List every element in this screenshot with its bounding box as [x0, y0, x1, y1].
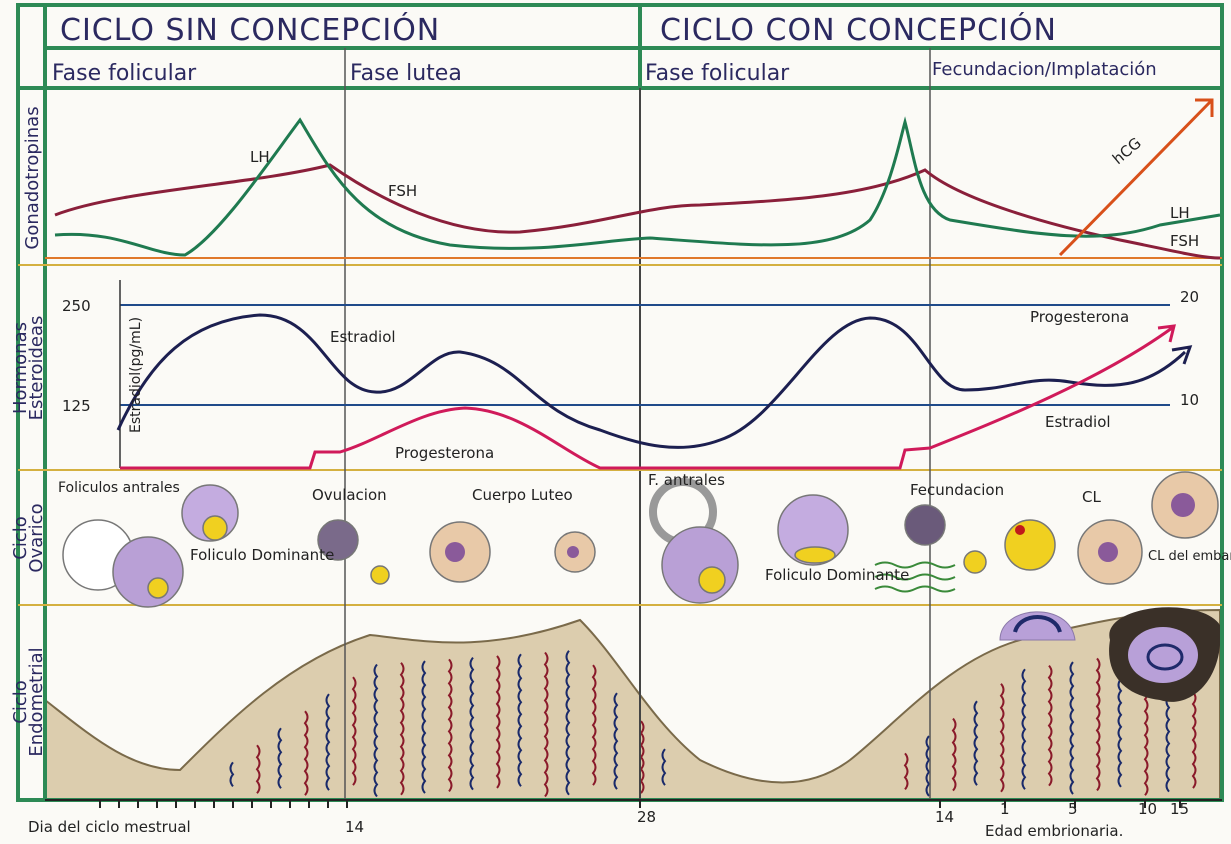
axis-title: Edad embrionaria.: [985, 822, 1123, 840]
row-label: Ovarico: [26, 503, 47, 572]
tick-label: 10: [1138, 800, 1157, 818]
oocyte: [699, 567, 725, 593]
row-label: Endometrial: [26, 647, 47, 756]
tick-label: 10: [1180, 391, 1199, 409]
oocyte: [148, 578, 168, 598]
tick-label: 28: [637, 808, 656, 826]
cell-label: Cuerpo Luteo: [472, 486, 573, 504]
oocyte: [371, 566, 389, 584]
curve-label: Progesterona: [1030, 308, 1129, 326]
oocyte: [964, 551, 986, 573]
phase: Fecundacion/Implatación: [932, 59, 1157, 80]
cell-label: CL del embarazo: [1148, 549, 1231, 564]
oocyte: [203, 516, 227, 540]
header: CICLO SIN CONCEPCIÓN: [60, 11, 440, 48]
tick-label: 125: [62, 397, 91, 415]
corpus-luteum-core: [1098, 542, 1118, 562]
curve-label: FSH: [388, 182, 417, 200]
tick-label: 15: [1170, 800, 1189, 818]
phase: Fase folicular: [52, 61, 197, 86]
zygote-dot: [1015, 525, 1025, 535]
corpus-luteum-core: [1171, 493, 1195, 517]
corpus-luteum-core: [445, 542, 465, 562]
phase: Fase folicular: [645, 61, 790, 86]
cell-label: F. antrales: [648, 471, 725, 489]
header: CICLO CON CONCEPCIÓN: [660, 11, 1057, 48]
row-label: Gonadotropinas: [22, 106, 43, 249]
tick-label: 14: [345, 818, 364, 836]
curve-label: FSH: [1170, 232, 1199, 250]
cell-label: Foliculo Dominante: [190, 546, 334, 564]
implanted-embryo-inner: [1128, 627, 1198, 683]
tick-label: 250: [62, 297, 91, 315]
cell-label: Foliculos antrales: [58, 480, 180, 496]
curve-label: Estradiol: [1045, 413, 1111, 431]
tick-label: 1: [1000, 800, 1010, 818]
cell-label: CL: [1082, 488, 1101, 506]
fertilization: [905, 505, 945, 545]
follicle: [662, 527, 738, 603]
curve-label: Estradiol: [330, 328, 396, 346]
diagram: CICLO SIN CONCEPCIÓN CICLO CON CONCEPCIÓ…: [0, 0, 1231, 844]
axis-label: Estradiol(pg/mL): [128, 317, 144, 433]
cell-label-line: Foliculos antrales: [58, 480, 180, 496]
oocyte: [795, 547, 835, 563]
tick-label: 14: [935, 808, 954, 826]
follicle: [113, 537, 183, 607]
row-label: Esteroideas: [26, 316, 47, 421]
phase: Fase lutea: [350, 61, 462, 86]
axis-title: Dia del ciclo mestrual: [28, 818, 191, 836]
tick-label: 5: [1068, 800, 1078, 818]
curve-label: LH: [250, 148, 270, 166]
cell-label: Ovulacion: [312, 486, 387, 504]
curve-label: LH: [1170, 204, 1190, 222]
cell-label: Fecundacion: [910, 481, 1004, 499]
corpus-luteum-core: [567, 546, 579, 558]
curve-label: Progesterona: [395, 444, 494, 462]
zygote: [1005, 520, 1055, 570]
cell-label: Foliculo Dominante: [765, 566, 909, 584]
tick-label: 20: [1180, 288, 1199, 306]
